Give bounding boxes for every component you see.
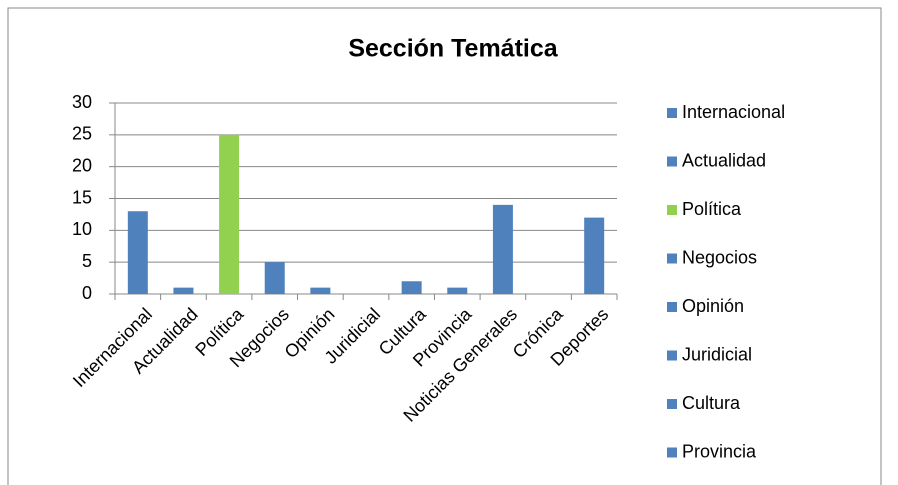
legend-swatch (667, 399, 677, 409)
legend-label: Cultura (682, 393, 741, 413)
legend-swatch (667, 156, 677, 167)
bar (173, 287, 194, 294)
legend-label: Actualidad (682, 150, 766, 170)
legend-label: Negocios (682, 247, 757, 267)
y-tick-label: 5 (82, 251, 92, 271)
y-tick-label: 0 (82, 283, 92, 303)
legend-label: Juridicial (682, 344, 752, 364)
bar (127, 211, 148, 294)
legend-swatch (667, 350, 677, 361)
legend-swatch (667, 205, 677, 215)
legend-label: Internacional (682, 102, 785, 122)
legend-swatch (667, 108, 677, 118)
y-tick-label: 20 (72, 155, 92, 175)
legend-swatch (667, 447, 677, 458)
bar (492, 204, 513, 294)
y-tick-label: 15 (72, 187, 92, 207)
bar (401, 281, 422, 294)
y-tick-label: 30 (72, 92, 92, 112)
legend-swatch (667, 253, 677, 264)
legend-label: Provincia (682, 441, 757, 461)
bar (310, 287, 331, 294)
legend-label: Opinión (682, 296, 744, 316)
chart-border (7, 7, 882, 485)
bar (219, 134, 240, 294)
legend-swatch (667, 302, 677, 312)
y-tick-label: 25 (72, 124, 92, 144)
chart-title: Sección Temática (348, 35, 558, 63)
bar (584, 217, 605, 294)
legend-label: Política (682, 199, 742, 219)
y-tick-label: 10 (72, 219, 92, 239)
bar (447, 287, 468, 294)
bar (264, 262, 285, 294)
